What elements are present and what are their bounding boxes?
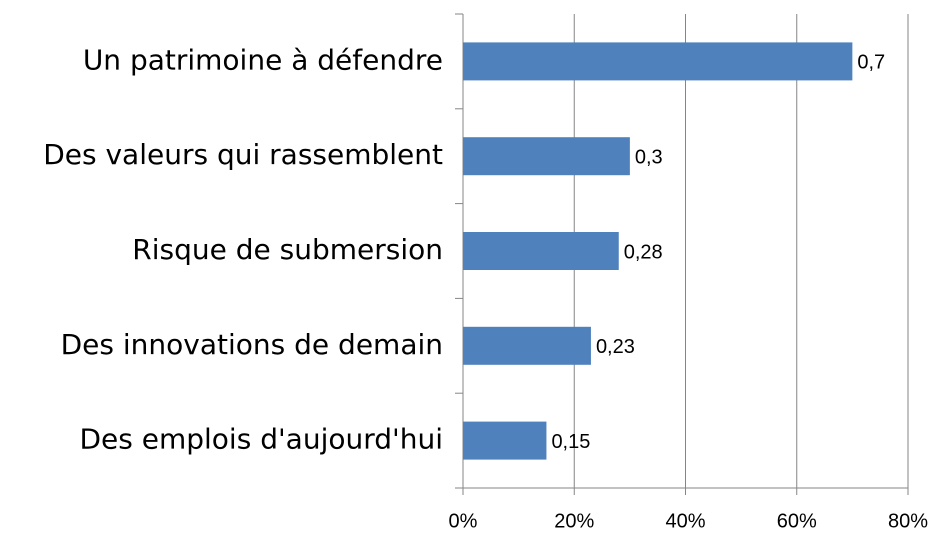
x-tick-label: 20% (554, 510, 594, 532)
bar (463, 232, 619, 270)
x-tick-label: 60% (777, 510, 817, 532)
value-label: 0,23 (596, 336, 635, 358)
category-label: Des innovations de demain (61, 328, 443, 361)
category-label: Des valeurs qui rassemblent (43, 138, 443, 171)
category-label: Un patrimoine à défendre (83, 43, 443, 76)
category-label: Risque de submersion (132, 233, 443, 266)
x-tick-label: 0% (449, 510, 478, 532)
category-label: Des emplois d'aujourd'hui (79, 423, 443, 456)
value-label: 0,28 (624, 241, 663, 263)
value-label: 0,15 (551, 431, 590, 453)
value-label: 0,7 (857, 52, 885, 74)
value-label: 0,3 (635, 146, 663, 168)
bar (463, 326, 591, 365)
x-tick-label: 80% (888, 510, 928, 532)
bar (463, 137, 630, 176)
bar (463, 421, 547, 460)
x-tick-label: 40% (665, 510, 705, 532)
bar (463, 42, 853, 81)
